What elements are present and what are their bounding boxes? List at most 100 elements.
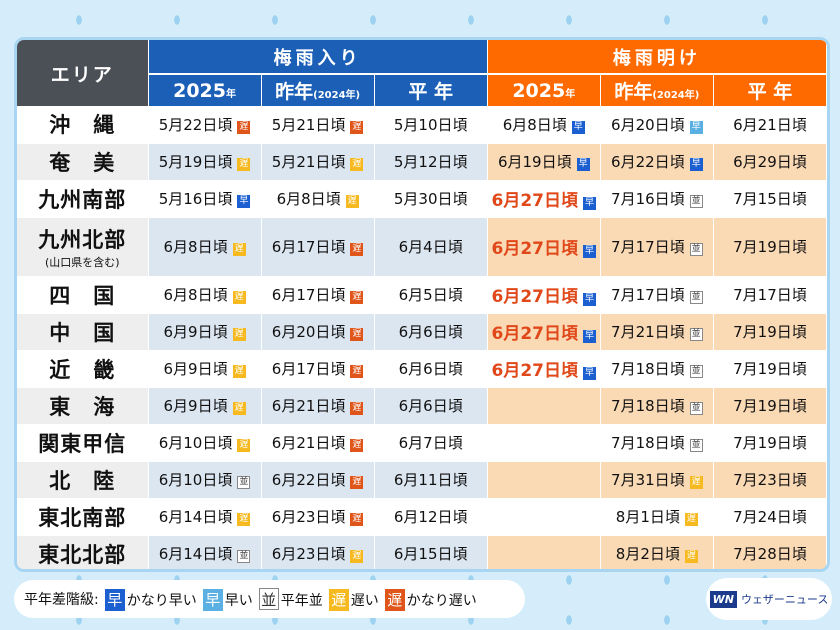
in-2025-cell: 5月16日頃早 — [148, 180, 262, 218]
area-cell: 東北南部 — [17, 498, 149, 536]
legend-badge-o-icon: 遅 — [328, 588, 349, 611]
out-normal-date: 7月19日頃 — [733, 360, 807, 378]
out-last-year-date: 8月2日頃 — [615, 545, 680, 563]
in-2025-date: 6月14日頃 — [158, 508, 233, 526]
out-2025-cell: 6月19日頃早 — [487, 143, 601, 181]
out-normal-cell: 7月15日頃 — [713, 180, 827, 218]
area-name: 北 陸 — [49, 468, 116, 493]
tsuyu-table: エリア 梅雨入り 梅雨明け 2025年 昨年(2024年) 平 年 2025年 昨年(2… — [17, 40, 827, 569]
out-last-year-cell: 7月18日頃並 — [600, 387, 714, 425]
legend-label-o: 遅い — [350, 592, 379, 609]
legend-label-kh: かなり早い — [126, 592, 197, 609]
out-normal-date: 7月17日頃 — [733, 286, 807, 304]
in-normal-date: 6月11日頃 — [393, 471, 468, 489]
level-badge-icon: 遅 — [684, 513, 698, 526]
in-2025-cell: 5月22日頃遅 — [148, 106, 262, 144]
in-last-year-cell: 5月21日頃遅 — [261, 143, 375, 181]
out-normal-cell: 7月24日頃 — [713, 498, 827, 536]
logo-mark: WN — [709, 590, 737, 608]
header-in-last-year: 昨年(2024年) — [261, 74, 375, 106]
legend: 平年差階級: 早かなり早い早早い並平年並遅遅い遅かなり遅い — [14, 580, 525, 618]
out-last-year-cell: 8月2日頃遅 — [600, 535, 714, 569]
weathernews-logo: WN ウェザーニュース — [706, 578, 832, 620]
year-2025: 2025 — [173, 79, 226, 102]
in-2025-date: 6月10日頃 — [158, 434, 233, 452]
in-last-year-cell: 6月21日頃遅 — [261, 424, 375, 462]
legend-badge-kh-icon: 早 — [104, 588, 125, 611]
in-last-year-date: 6月17日頃 — [271, 286, 346, 304]
table-row: 近 畿 6月9日頃遅 6月17日頃遅 6月6日頃 6月27日頃早 7月18日頃並 7月19日… — [17, 350, 827, 388]
level-badge-icon: 早 — [583, 293, 597, 306]
out-normal-date: 7月19日頃 — [733, 323, 807, 341]
in-last-year-date: 5月21日頃 — [271, 115, 346, 134]
in-normal-cell: 6月11日頃 — [374, 461, 488, 499]
out-normal-date: 7月24日頃 — [733, 508, 807, 526]
out-last-year-cell: 7月16日頃並 — [600, 180, 714, 218]
legend-label-n: 平年並 — [280, 592, 323, 609]
out-2025-date: 6月27日頃 — [491, 287, 579, 307]
area-cell: 東 海 — [17, 387, 149, 425]
table-row: 奄 美 5月19日頃遅 5月21日頃遅 5月12日頃 6月19日頃早 6月22日頃早 6月2… — [17, 143, 827, 181]
header-in-2025: 2025年 — [148, 74, 262, 106]
level-badge-icon: 早 — [689, 158, 703, 171]
in-last-year-cell: 6月17日頃遅 — [261, 350, 375, 388]
out-last-year-date: 6月20日頃 — [611, 115, 685, 134]
out-normal-date: 7月23日頃 — [733, 471, 807, 489]
area-name: 関東甲信 — [38, 431, 127, 456]
out-2025-cell: 6月27日頃早 — [487, 350, 601, 388]
area-name: 沖 縄 — [49, 113, 116, 138]
out-2025-date: 6月27日頃 — [491, 324, 579, 344]
tsuyu-table-panel: エリア 梅雨入り 梅雨明け 2025年 昨年(2024年) 平 年 2025年 昨年(2… — [14, 37, 830, 572]
in-last-year-date: 6月17日頃 — [271, 360, 346, 378]
last-year-note: (2024年) — [313, 90, 361, 101]
area-cell: 九州北部 (山口県を含む) — [17, 217, 149, 277]
out-normal-cell: 7月17日頃 — [713, 276, 827, 314]
out-2025-cell: 6月27日頃早 — [487, 276, 601, 314]
header-out-normal: 平 年 — [713, 74, 827, 106]
in-2025-date: 6月8日頃 — [163, 238, 228, 256]
in-last-year-cell: 6月23日頃遅 — [261, 498, 375, 536]
level-badge-icon: 遅 — [237, 158, 251, 171]
in-2025-date: 6月9日頃 — [163, 323, 228, 341]
area-note: (山口県を含む) — [44, 255, 120, 269]
area-name: 東北南部 — [38, 505, 127, 530]
area-cell: 中 国 — [17, 313, 149, 351]
out-normal-cell: 7月19日頃 — [713, 217, 827, 277]
out-normal-cell: 7月28日頃 — [713, 535, 827, 569]
in-normal-date: 6月15日頃 — [393, 545, 468, 563]
table-row: 東北南部 6月14日頃遅 6月23日頃遅 6月12日頃 8月1日頃遅 7月24日頃 — [17, 498, 827, 536]
table-row: 関東甲信 6月10日頃遅 6月21日頃遅 6月7日頃 7月18日頃並 7月19日頃 — [17, 424, 827, 462]
area-name: 近 畿 — [49, 357, 116, 382]
out-last-year-cell: 7月18日頃並 — [600, 350, 714, 388]
level-badge-icon: 遅 — [237, 120, 251, 134]
in-2025-cell: 5月19日頃遅 — [148, 143, 262, 181]
level-badge-icon: 遅 — [350, 120, 364, 134]
level-badge-icon: 遅 — [237, 439, 251, 452]
out-normal-date: 6月21日頃 — [733, 115, 807, 134]
out-last-year-date: 7月16日頃 — [611, 190, 685, 208]
level-badge-icon: 遅 — [350, 328, 364, 341]
level-badge-icon: 並 — [689, 291, 703, 304]
legend-badge-h-icon: 早 — [202, 588, 223, 611]
out-last-year-date: 7月17日頃 — [611, 286, 685, 304]
header-out-last-year: 昨年(2024年) — [600, 74, 714, 106]
legend-label-ko: かなり遅い — [406, 592, 477, 609]
level-badge-icon: 並 — [689, 195, 703, 208]
out-last-year-cell: 7月17日頃並 — [600, 276, 714, 314]
in-last-year-date: 6月21日頃 — [271, 434, 346, 452]
out-normal-date: 7月28日頃 — [733, 545, 807, 563]
out-normal-date: 7月19日頃 — [733, 434, 807, 452]
level-badge-icon: 並 — [689, 365, 703, 378]
level-badge-icon: 遅 — [350, 513, 364, 526]
in-2025-cell: 6月14日頃遅 — [148, 498, 262, 536]
level-badge-icon: 遅 — [232, 402, 246, 415]
legend-title: 平年差階級: — [24, 592, 99, 608]
level-badge-icon: 並 — [237, 476, 251, 489]
level-badge-icon: 遅 — [232, 291, 246, 304]
out-normal-cell: 7月19日頃 — [713, 350, 827, 388]
in-normal-date: 6月6日頃 — [398, 323, 463, 341]
in-last-year-date: 6月22日頃 — [271, 471, 346, 489]
table-row: 北 陸 6月10日頃並 6月22日頃遅 6月11日頃 7月31日頃遅 7月23日頃 — [17, 461, 827, 499]
in-2025-cell: 6月8日頃遅 — [148, 276, 262, 314]
area-cell: 奄 美 — [17, 143, 149, 181]
